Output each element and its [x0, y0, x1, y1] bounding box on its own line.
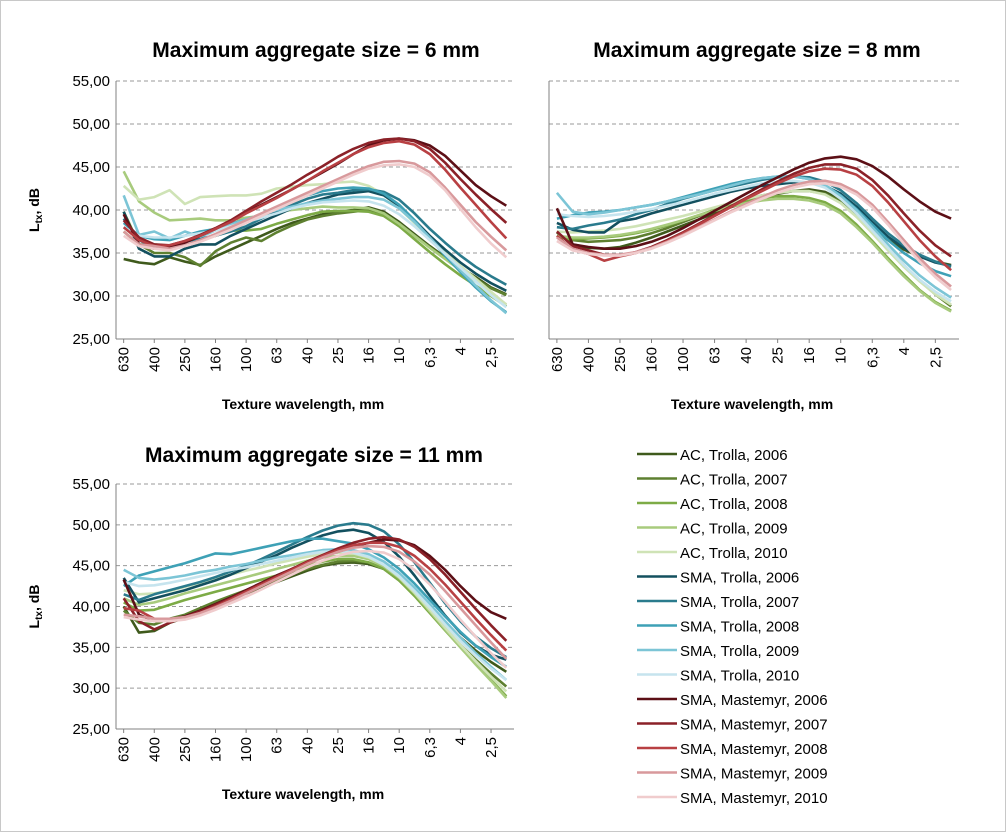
legend-label: SMA, Mastemyr, 2006 [680, 692, 828, 709]
x-tick-label: 630 [549, 347, 566, 372]
legend-label: SMA, Trolla, 2007 [680, 594, 799, 611]
legend: AC, Trolla, 2006 AC, Trolla, 2007 AC, Trol… [637, 447, 828, 807]
x-tick-label: 100 [238, 737, 255, 762]
series-line [123, 544, 508, 660]
x-tick-label: 63 [269, 737, 286, 754]
x-tick-label: 160 [644, 347, 661, 372]
x-tick-label: 160 [208, 347, 225, 372]
legend-label: SMA, Trolla, 2009 [680, 643, 799, 660]
legend-label: AC, Trolla, 2007 [680, 472, 788, 489]
series-line [122, 163, 508, 259]
x-tick-label: 25 [330, 737, 347, 754]
series-line [556, 175, 952, 269]
y-tick-label: 35,00 [72, 245, 110, 262]
chart-panel-3: Maximum aggregate size = 11 mm 25,00 30,00… [26, 444, 514, 802]
series-line [123, 549, 508, 669]
x-tick-label: 630 [116, 737, 133, 762]
x-tick-label: 10 [833, 347, 850, 364]
legend-label: SMA, Mastemyr, 2009 [680, 766, 828, 783]
series-line [122, 537, 508, 668]
chart-panel-2: Maximum aggregate size = 8 mm 630 400 250 16… [548, 39, 959, 412]
legend-label: AC, Trolla, 2008 [680, 496, 788, 513]
series-line [555, 155, 952, 250]
series-line [556, 179, 952, 303]
series-line [122, 170, 508, 306]
series-line [556, 182, 952, 292]
x-tick-label: 2,5 [483, 737, 500, 758]
x-tick-label: 400 [146, 737, 163, 762]
x-tick-label: 400 [580, 347, 597, 372]
x-tick-label: 6,3 [864, 347, 881, 368]
x-tick-label: 10 [391, 737, 408, 754]
x-tick-label: 100 [675, 347, 692, 372]
y-tick-label: 25,00 [72, 331, 110, 348]
x-tick-label: 250 [177, 347, 194, 372]
series-line [556, 189, 952, 306]
x-tick-label: 16 [801, 347, 818, 364]
x-tick-label: 16 [361, 737, 378, 754]
y-axis-title: Ltx, dB [26, 188, 45, 232]
x-tick-label: 10 [391, 347, 408, 364]
x-tick-label: 4 [452, 347, 469, 355]
series-line [556, 181, 952, 268]
legend-label: SMA, Mastemyr, 2007 [680, 717, 828, 734]
x-tick-label: 63 [707, 347, 724, 364]
x-tick-label: 25 [770, 347, 787, 364]
legend-label: SMA, Trolla, 2008 [680, 619, 799, 636]
x-tick-label: 25 [330, 347, 347, 364]
y-tick-label: 35,00 [72, 639, 110, 656]
y-tick-label: 30,00 [72, 680, 110, 697]
x-tick-label: 630 [116, 347, 133, 372]
x-tick-label: 4 [896, 347, 913, 355]
y-tick-label: 25,00 [72, 721, 110, 738]
legend-label: SMA, Mastemyr, 2010 [680, 790, 828, 807]
legend-label: AC, Trolla, 2006 [680, 447, 788, 464]
series-line [123, 199, 508, 309]
legend-label: AC, Trolla, 2010 [680, 545, 788, 562]
y-tick-label: 45,00 [72, 558, 110, 575]
y-tick-label: 55,00 [72, 73, 110, 90]
series-line [123, 548, 508, 681]
x-axis-title: Texture wavelength, mm [671, 396, 833, 412]
x-tick-label: 16 [361, 347, 378, 364]
x-tick-label: 160 [208, 737, 225, 762]
y-tick-label: 45,00 [72, 159, 110, 176]
x-tick-label: 2,5 [927, 347, 944, 368]
series-line [122, 139, 508, 248]
x-tick-label: 250 [612, 347, 629, 372]
x-tick-label: 400 [146, 347, 163, 372]
y-tick-label: 40,00 [72, 599, 110, 616]
panel-title: Maximum aggregate size = 11 mm [145, 444, 483, 467]
x-tick-label: 6,3 [422, 737, 439, 758]
x-tick-label: 40 [299, 347, 316, 364]
chart-panel-1: Maximum aggregate size = 6 mm 25,00 30,00 3… [26, 39, 514, 412]
legend-label: AC, Trolla, 2009 [680, 521, 788, 538]
x-tick-label: 100 [238, 347, 255, 372]
legend-label: SMA, Trolla, 2006 [680, 570, 799, 587]
y-axis-title: Ltx, dB [26, 585, 45, 629]
x-tick-label: 40 [299, 737, 316, 754]
x-axis-title: Texture wavelength, mm [222, 396, 384, 412]
y-tick-label: 50,00 [72, 517, 110, 534]
series-line [555, 175, 952, 299]
y-tick-label: 40,00 [72, 202, 110, 219]
x-tick-label: 6,3 [422, 347, 439, 368]
panel-title: Maximum aggregate size = 8 mm [593, 39, 920, 62]
legend-label: SMA, Trolla, 2010 [680, 668, 799, 685]
panel-title: Maximum aggregate size = 6 mm [152, 39, 479, 62]
x-tick-label: 63 [269, 347, 286, 364]
x-tick-label: 2,5 [483, 347, 500, 368]
y-tick-label: 55,00 [72, 476, 110, 493]
y-tick-label: 30,00 [72, 288, 110, 305]
x-axis-title: Texture wavelength, mm [222, 786, 384, 802]
x-tick-label: 40 [738, 347, 755, 364]
series-line [123, 549, 508, 682]
x-tick-label: 4 [452, 737, 469, 745]
x-tick-label: 250 [177, 737, 194, 762]
legend-label: SMA, Mastemyr, 2008 [680, 741, 828, 758]
y-tick-label: 50,00 [72, 116, 110, 133]
